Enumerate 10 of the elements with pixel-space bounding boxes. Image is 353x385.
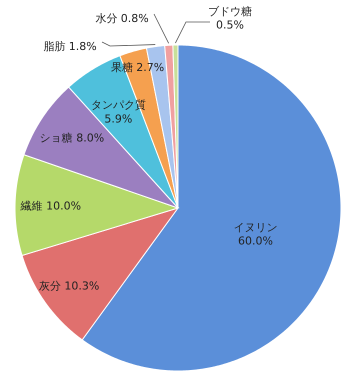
slice-label: ショ糖 8.0%: [40, 132, 104, 145]
data-label: 0.5%: [216, 18, 244, 32]
slice-label: 灰分 10.3%: [38, 279, 100, 292]
slice-label: イヌリン: [234, 220, 278, 234]
slice-label: 脂肪 1.8%: [43, 40, 97, 53]
data-label: 5.9%: [104, 112, 132, 126]
slice-label: 繊維 10.0%: [20, 199, 82, 212]
slice-label: 水分 0.8%: [95, 12, 149, 25]
slice-label: ブドウ糖: [208, 4, 252, 18]
data-label: 60.0%: [238, 234, 273, 248]
